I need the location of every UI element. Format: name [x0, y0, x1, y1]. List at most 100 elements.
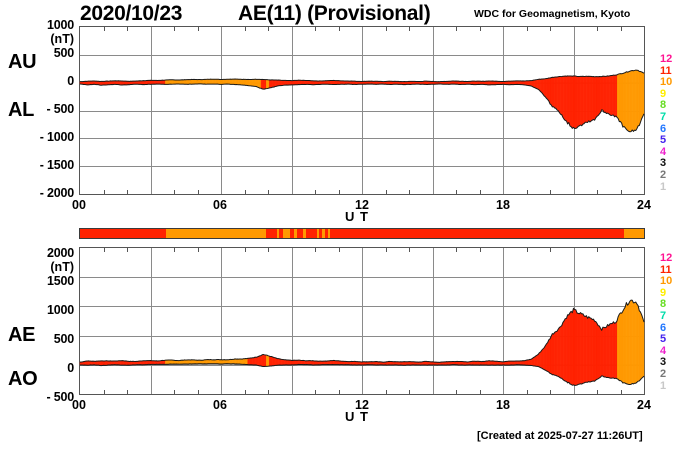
top-legend-item-12: 12 — [660, 53, 673, 65]
axis-tick — [127, 248, 128, 252]
gridline-horizontal — [80, 55, 644, 56]
top-legend-item-5: 5 — [660, 134, 667, 147]
axis-tick — [597, 390, 598, 394]
ao-trace-label: AO — [8, 368, 38, 390]
bot-xtick-06: 06 — [213, 398, 227, 412]
bottom-legend-item-10: 10 — [660, 275, 673, 288]
top-ytick-m1000: - 1000 — [39, 130, 74, 144]
axis-tick — [245, 248, 246, 252]
axis-tick — [621, 190, 622, 194]
axis-tick — [480, 248, 481, 252]
axis-tick — [268, 248, 269, 252]
axis-tick — [550, 190, 551, 194]
axis-tick — [245, 190, 246, 194]
gridline-vertical — [433, 27, 434, 194]
colorbar-segment — [319, 229, 323, 238]
axis-tick — [409, 27, 410, 31]
gridline-horizontal — [80, 138, 644, 139]
bot-xtick-00: 00 — [72, 398, 86, 412]
bottom-legend-item-2: 2 — [660, 367, 667, 380]
gridline-horizontal — [80, 166, 644, 167]
colorbar-segment — [330, 229, 625, 238]
bot-xtick-18: 18 — [496, 398, 510, 412]
colorbar-segment — [165, 229, 267, 238]
axis-tick — [386, 248, 387, 252]
bottom-legend-item-7: 7 — [660, 309, 667, 322]
axis-tick — [456, 248, 457, 252]
axis-tick — [409, 390, 410, 394]
colorbar-segment — [278, 229, 283, 238]
bot-xtick-24: 24 — [637, 398, 651, 412]
bot-ytick-0: 0 — [67, 361, 74, 375]
axis-tick — [527, 27, 528, 31]
created-timestamp: [Created at 2025-07-27 11:26UT] — [477, 430, 643, 442]
axis-tick — [174, 390, 175, 394]
axis-tick — [621, 27, 622, 31]
colorbar-segment — [296, 229, 304, 238]
axis-tick — [550, 248, 551, 252]
gridline-vertical — [151, 27, 152, 194]
axis-tick — [409, 190, 410, 194]
axis-tick — [245, 27, 246, 31]
axis-tick — [597, 248, 598, 252]
colorbar-segment — [316, 229, 320, 238]
colorbar-segment — [624, 229, 644, 238]
axis-tick — [127, 390, 128, 394]
axis-tick — [456, 27, 457, 31]
bottom-legend-item-1: 1 — [660, 379, 667, 392]
gridline-vertical — [503, 27, 504, 194]
ae-trace-label: AE — [8, 324, 36, 346]
axis-tick — [127, 27, 128, 31]
gridline-horizontal — [80, 336, 644, 337]
bottom-legend-item-4: 4 — [660, 344, 667, 357]
bot-ytick-2000: 2000 — [46, 246, 74, 260]
axis-tick — [597, 190, 598, 194]
top-ytick-m1500: - 1500 — [39, 158, 74, 172]
axis-tick — [386, 390, 387, 394]
gridline-horizontal — [80, 111, 644, 112]
axis-tick — [198, 248, 199, 252]
axis-tick — [456, 390, 457, 394]
colorbar-segment — [266, 229, 278, 238]
bottom-activity-legend: 12 11 10 9 8 7 6 5 4 3 2 1 — [660, 252, 682, 392]
axis-tick — [198, 390, 199, 394]
bottom-legend-item-8: 8 — [660, 298, 667, 311]
axis-tick — [268, 390, 269, 394]
colorbar-segment — [322, 229, 325, 238]
au-al-panel — [79, 26, 645, 195]
axis-tick — [198, 27, 199, 31]
page-title: AE(11) (Provisional) — [238, 2, 431, 25]
axis-tick — [527, 190, 528, 194]
axis-tick — [174, 190, 175, 194]
bottom-legend-item-3: 3 — [660, 356, 667, 369]
axis-tick — [339, 248, 340, 252]
ae-ao-trace-area — [79, 299, 645, 386]
bot-xtick-12: 12 — [355, 398, 369, 412]
axis-tick — [480, 190, 481, 194]
axis-tick — [386, 190, 387, 194]
top-xtick-06: 06 — [213, 198, 227, 212]
colorbar-segment — [328, 229, 331, 238]
axis-tick — [174, 248, 175, 252]
axis-tick — [104, 190, 105, 194]
gridline-horizontal — [80, 306, 644, 307]
axis-tick — [480, 27, 481, 31]
axis-tick — [527, 390, 528, 394]
axis-tick — [339, 27, 340, 31]
axis-tick — [245, 390, 246, 394]
axis-tick — [268, 190, 269, 194]
top-xtick-12: 12 — [355, 198, 369, 212]
axis-tick — [315, 390, 316, 394]
colorbar-segment — [303, 229, 306, 238]
top-legend-item-10: 10 — [660, 76, 673, 89]
colorbar-segment — [277, 229, 279, 238]
axis-tick — [597, 27, 598, 31]
top-activity-legend: 12 11 10 9 8 7 6 5 4 3 2 1 — [660, 53, 682, 193]
au-trace-label: AU — [8, 51, 37, 73]
colorbar-segment — [305, 229, 317, 238]
gridline-vertical — [362, 248, 363, 394]
bot-y-unit: (nT) — [50, 260, 74, 274]
top-legend-item-9: 9 — [660, 87, 667, 100]
top-legend-item-4: 4 — [660, 145, 667, 158]
